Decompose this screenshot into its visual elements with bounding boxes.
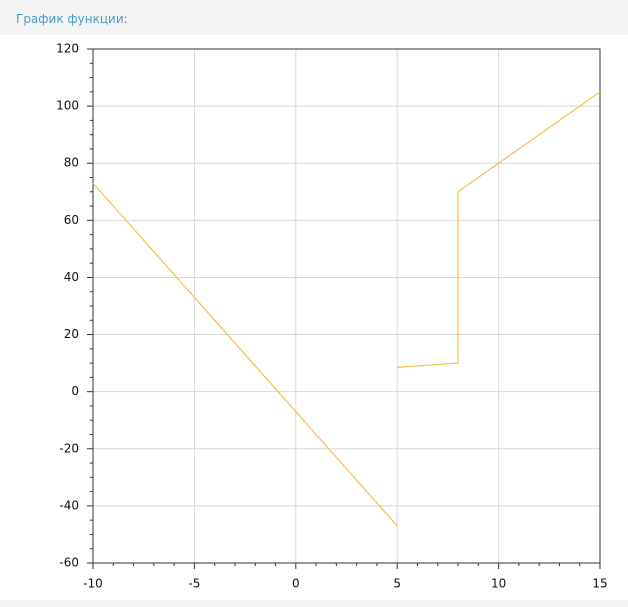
y-tick-label: 40 — [64, 270, 79, 284]
y-tick-label: 20 — [64, 327, 79, 341]
plot-frame — [92, 48, 601, 564]
x-tick-label: 5 — [393, 577, 401, 591]
data-line — [92, 91, 601, 527]
x-tick-label: -5 — [188, 577, 200, 591]
y-tick-label: 60 — [64, 213, 79, 227]
chart-title: График функции: — [16, 12, 128, 26]
y-tick-label: -60 — [59, 556, 79, 570]
x-tick-label: 0 — [292, 577, 300, 591]
x-tick-label: 10 — [491, 577, 506, 591]
footer-bar — [0, 600, 628, 607]
x-tick-label: -10 — [83, 577, 103, 591]
y-tick-label: -20 — [59, 441, 79, 455]
y-tick-label: 120 — [56, 42, 79, 56]
y-tick-label: 80 — [64, 156, 79, 170]
y-tick-label: 0 — [71, 384, 79, 398]
y-tick-label: -40 — [59, 498, 79, 512]
y-tick-label: 100 — [56, 99, 79, 113]
x-tick-label: 15 — [592, 577, 607, 591]
header-bar: График функции: — [0, 0, 628, 35]
